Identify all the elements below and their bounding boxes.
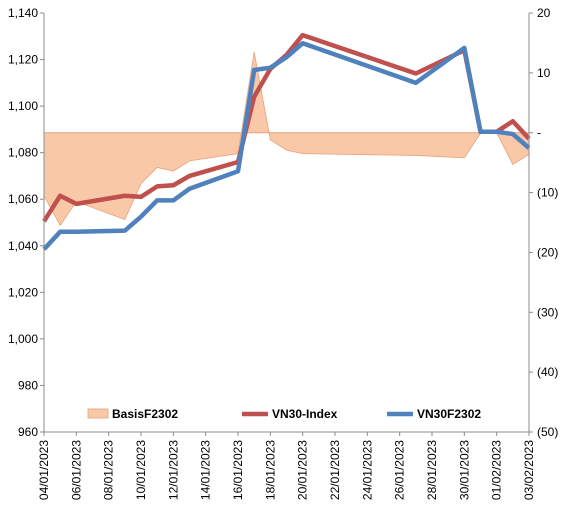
x-tick-label: 16/01/2023 xyxy=(231,440,245,500)
x-tick-label: 24/01/2023 xyxy=(360,440,374,500)
x-tick-label: 01/02/2023 xyxy=(490,440,504,500)
legend: BasisF2302 VN30-Index VN30F2302 xyxy=(87,407,481,421)
y-left-tick-label: 1,060 xyxy=(8,192,38,206)
x-tick-label: 14/01/2023 xyxy=(199,440,213,500)
legend-label-basisf2302: BasisF2302 xyxy=(112,407,178,421)
legend-swatch-basisf2302 xyxy=(87,408,109,419)
line-layer xyxy=(42,32,531,251)
x-tick-label: 18/01/2023 xyxy=(263,440,277,500)
y-right-tick-label: - xyxy=(537,126,541,140)
x-tick-label: 26/01/2023 xyxy=(393,440,407,500)
y-right-tick-label: (30) xyxy=(537,305,558,319)
y-left-tick-label: 960 xyxy=(18,425,38,439)
y-left-tick-label: 1,120 xyxy=(8,53,38,67)
y-left-tick-label: 1,080 xyxy=(8,146,38,160)
basis-area xyxy=(44,51,529,226)
x-tick-label: 22/01/2023 xyxy=(328,440,342,500)
y-right-tick-label: (50) xyxy=(537,425,558,439)
legend-label-vn30-index: VN30-Index xyxy=(272,407,338,421)
x-tick-label: 30/01/2023 xyxy=(457,440,471,500)
x-tick-label: 08/01/2023 xyxy=(102,440,116,500)
x-tick-label: 20/01/2023 xyxy=(296,440,310,500)
y-left-tick-label: 980 xyxy=(18,378,38,392)
x-tick-label: 06/01/2023 xyxy=(69,440,83,500)
x-tick-label: 04/01/2023 xyxy=(37,440,51,500)
y-left-tick-label: 1,140 xyxy=(8,6,38,20)
x-tick-label: 12/01/2023 xyxy=(166,440,180,500)
legend-label-vn30f2302: VN30F2302 xyxy=(417,407,481,421)
y-right-tick-label: (40) xyxy=(537,365,558,379)
y-left-tick-label: 1,100 xyxy=(8,99,38,113)
y-right-tick-label: 10 xyxy=(537,66,551,80)
x-tick-label: 28/01/2023 xyxy=(425,440,439,500)
axes-layer: 960 980 1,000 1,020 1,040 1,060 1,080 1,100 1,12… xyxy=(8,6,558,500)
y-left-tick-label: 1,040 xyxy=(8,239,38,253)
y-right-tick-label: 20 xyxy=(537,6,551,20)
y-right-tick-label: (20) xyxy=(537,245,558,259)
y-left-tick-label: 1,020 xyxy=(8,285,38,299)
x-tick-label: 03/02/2023 xyxy=(522,440,536,500)
x-tick-label: 10/01/2023 xyxy=(134,440,148,500)
vn30f2302-line xyxy=(42,41,531,251)
area-layer xyxy=(43,51,530,227)
y-right-tick-label: (10) xyxy=(537,186,558,200)
y-left-tick-label: 1,000 xyxy=(8,332,38,346)
